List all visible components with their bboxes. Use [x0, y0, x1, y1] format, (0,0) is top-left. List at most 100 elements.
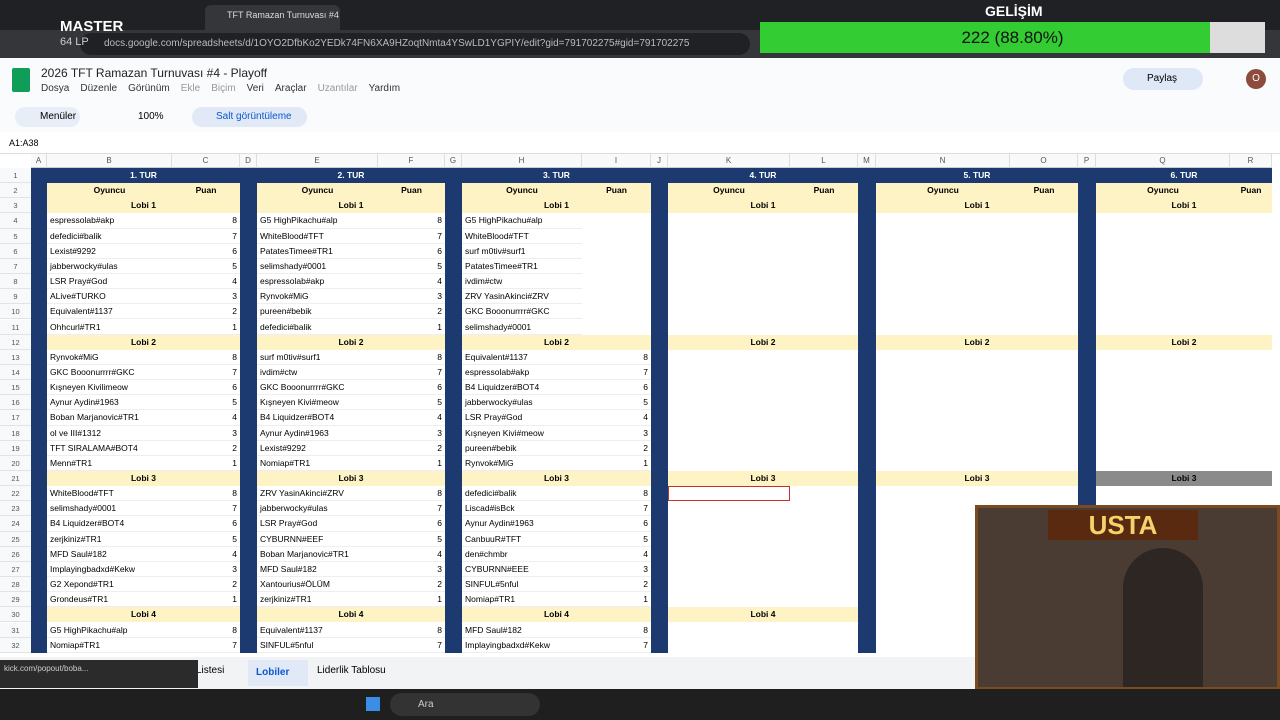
lobby-title: Lobi 2 — [462, 334, 651, 350]
column-header: D — [240, 154, 257, 168]
sheet-grid: A B C D E F G H I J K L M N O P Q R 1 2 3 4 5 6 7 8 9 10 11 12 13 14 15 1… — [0, 154, 1280, 657]
start-button[interactable] — [366, 697, 380, 711]
doc-title: 2026 TFT Ramazan Turnuvası #4 - Playoff — [41, 66, 268, 80]
row-header: 32 — [0, 637, 31, 653]
zoom[interactable]: 100% — [138, 111, 164, 122]
player-name: surf m0tiv#surf1 — [462, 244, 582, 259]
column-header: G — [445, 154, 462, 168]
column-header: O — [1010, 154, 1078, 168]
menu-item[interactable]: Biçim — [211, 83, 236, 94]
menu-item[interactable]: Dosya — [41, 83, 70, 94]
player-points: 3 — [172, 289, 240, 305]
player-name: PatatesTimee#TR1 — [462, 259, 582, 275]
column-header: P — [1078, 154, 1096, 168]
player-points: 8 — [172, 350, 240, 365]
lp: 64 LP — [60, 36, 89, 48]
row-header: 2 — [0, 183, 31, 199]
column-title: Puan — [172, 183, 240, 199]
lobby-title: Lobi 2 — [1096, 334, 1272, 350]
menu-item[interactable]: Görünüm — [128, 83, 170, 94]
row-header: 9 — [0, 289, 31, 305]
player-name: CYBURNN#EEE — [462, 562, 582, 578]
player-points: 1 — [378, 456, 445, 471]
column-header: R — [1230, 154, 1272, 168]
webcam: USTA — [975, 505, 1280, 690]
player-points: 2 — [378, 577, 445, 593]
cell-ref: A1:A38 — [9, 138, 39, 148]
lobby-title: Lobi 4 — [668, 607, 858, 623]
player-name: GKC Booonurrrr#GKC — [462, 304, 582, 320]
row-header: 16 — [0, 395, 31, 411]
player-points: 3 — [172, 426, 240, 441]
player-name: LSR Pray#God — [47, 274, 172, 290]
player-name: Boban Marjanovic#TR1 — [257, 547, 378, 562]
tab-bar: TFT Ramazan Turnuvası #4 ... — [0, 0, 1280, 30]
lobby-title: Lobi 2 — [47, 334, 240, 350]
row-header: 8 — [0, 274, 31, 290]
player-points: 8 — [582, 350, 651, 365]
player-name: GKC Booonurrrr#GKC — [47, 365, 172, 381]
player-name: Equivalent#1137 — [47, 304, 172, 320]
player-name: Kışneyen Kivi#meow — [462, 426, 582, 441]
player-points: 7 — [582, 638, 651, 653]
menu-item[interactable]: Yardım — [368, 83, 401, 94]
rank: MASTER — [60, 18, 124, 35]
menu-item[interactable]: Uzantılar — [317, 83, 358, 94]
row-header: 12 — [0, 334, 31, 350]
selected-cell — [668, 486, 790, 502]
player-name: zerjkiniz#TR1 — [257, 592, 378, 608]
player-name: surf m0tiv#surf1 — [257, 350, 378, 365]
menu-item[interactable]: Araçlar — [274, 83, 307, 94]
column-title: Puan — [790, 183, 858, 199]
avatar[interactable]: O — [1246, 69, 1266, 89]
player-name: ALive#TURKO — [47, 289, 172, 305]
player-name: SINFUL#5nful — [257, 638, 378, 653]
player-points: 5 — [378, 532, 445, 547]
menu-item[interactable]: Veri — [246, 83, 264, 94]
lobby-title: Lobi 1 — [47, 198, 240, 214]
row-header: 20 — [0, 455, 31, 471]
player-points: 1 — [172, 592, 240, 608]
player-points: 5 — [378, 395, 445, 411]
progress-bar: 222 (88.80%) — [760, 22, 1265, 53]
player-name: Menn#TR1 — [47, 456, 172, 471]
menu-item[interactable]: Ekle — [180, 83, 201, 94]
player-name: G5 HighPikachu#alp — [257, 213, 378, 229]
player-points: 4 — [172, 410, 240, 426]
player-name: Rynvok#MiG — [462, 456, 582, 471]
row-header: 11 — [0, 319, 31, 335]
column-header: C — [172, 154, 240, 168]
view-only[interactable]: Salt görüntüleme — [192, 107, 307, 127]
sheet-tab[interactable]: Liderlik Tablosu — [317, 665, 386, 676]
player-points: 8 — [378, 350, 445, 365]
player-name: espressolab#akp — [462, 365, 582, 381]
browser-tab[interactable]: TFT Ramazan Turnuvası #4 ... — [205, 5, 340, 30]
doc-header: 2026 TFT Ramazan Turnuvası #4 - Playoff … — [0, 58, 1280, 104]
column-header: Q — [1096, 154, 1230, 168]
player-points: 7 — [172, 501, 240, 517]
taskbar-search[interactable]: Ara — [390, 693, 540, 716]
player-name: jabberwocky#ulas — [47, 259, 172, 275]
column-title: Puan — [1010, 183, 1078, 199]
player-points: 7 — [378, 501, 445, 517]
share-button[interactable]: Paylaş — [1123, 68, 1203, 90]
row-header: 27 — [0, 561, 31, 578]
player-points: 5 — [378, 259, 445, 275]
url[interactable]: docs.google.com/spreadsheets/d/1OYO2DfbK… — [80, 33, 750, 55]
row-header: 18 — [0, 425, 31, 441]
menu-item[interactable]: Düzenle — [80, 83, 118, 94]
separator-column — [240, 168, 257, 653]
player-name: B4 Liquidzer#BOT4 — [462, 380, 582, 396]
player-points: 7 — [378, 365, 445, 381]
player-points: 4 — [172, 547, 240, 562]
player-points: 7 — [582, 365, 651, 381]
row-header: 17 — [0, 410, 31, 426]
player-points: 3 — [172, 562, 240, 578]
column-header: A — [31, 154, 47, 168]
player-name: selimshady#0001 — [462, 320, 582, 335]
sheet-tab-active[interactable]: Lobiler — [248, 660, 308, 686]
sheet-tab[interactable]: Listesi — [196, 665, 225, 676]
player-points: 4 — [582, 547, 651, 562]
menu-search[interactable]: Menüler — [15, 107, 80, 127]
popout-url: kick.com/popout/boba... — [4, 664, 89, 673]
